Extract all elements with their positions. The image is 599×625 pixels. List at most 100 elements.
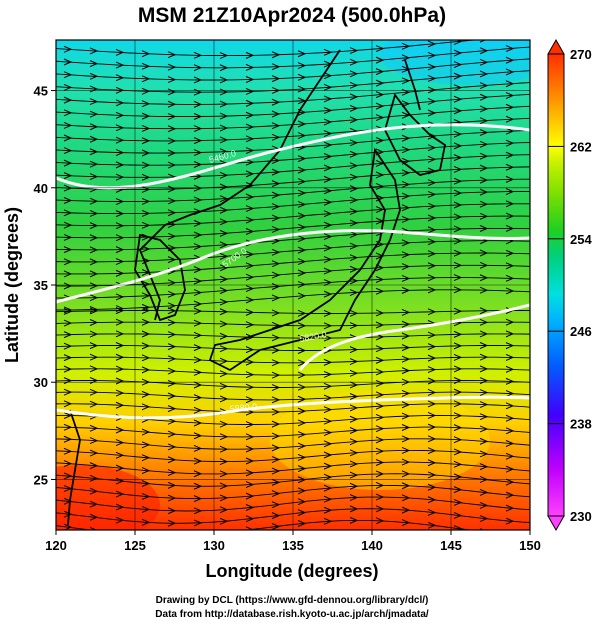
flow-arrow bbox=[427, 343, 437, 351]
credit-data: Data from http://database.rish.kyoto-u.a… bbox=[155, 609, 429, 620]
flow-arrow bbox=[141, 124, 151, 132]
y-tick-label: 25 bbox=[34, 472, 48, 487]
flow-arrow bbox=[427, 51, 437, 59]
streamline bbox=[56, 461, 530, 475]
flow-arrow bbox=[479, 93, 489, 101]
flow-arrow bbox=[167, 430, 177, 438]
flow-arrow bbox=[505, 45, 515, 53]
x-tick-label: 130 bbox=[203, 538, 225, 553]
flow-arrow bbox=[245, 321, 255, 329]
flow-arrow bbox=[89, 353, 99, 361]
flow-arrow bbox=[323, 141, 333, 149]
flow-arrow bbox=[219, 345, 229, 353]
flow-arrow bbox=[271, 294, 281, 302]
flow-arrow bbox=[219, 124, 229, 132]
flow-arrow bbox=[193, 76, 203, 84]
flow-arrow bbox=[479, 82, 489, 90]
streamline bbox=[56, 93, 530, 118]
flow-arrow bbox=[375, 276, 385, 283]
flow-arrow bbox=[271, 432, 281, 440]
flow-arrow bbox=[479, 401, 489, 408]
flow-arrow bbox=[349, 81, 359, 89]
flow-arrow bbox=[89, 307, 99, 315]
flow-arrow bbox=[89, 306, 99, 313]
flow-arrow bbox=[505, 465, 515, 473]
flow-arrow bbox=[479, 176, 489, 184]
gridlines bbox=[56, 40, 530, 530]
flow-arrow bbox=[271, 346, 281, 354]
x-tick-label: 145 bbox=[440, 538, 462, 553]
flow-arrow bbox=[297, 132, 307, 140]
flow-arrow bbox=[453, 142, 463, 150]
flow-arrow bbox=[63, 523, 73, 530]
flow-arrow bbox=[245, 228, 255, 235]
flow-arrow bbox=[297, 269, 307, 277]
flow-arrow bbox=[375, 171, 385, 179]
flow-arrow bbox=[115, 293, 125, 301]
flow-arrow bbox=[193, 319, 203, 327]
flow-arrow bbox=[115, 161, 125, 169]
flow-arrow bbox=[89, 424, 99, 432]
flow-arrow bbox=[271, 214, 281, 222]
flow-arrow bbox=[167, 456, 177, 464]
map-plot: 5460.0 5700.0 5820.0 5880.0 bbox=[55, 39, 531, 531]
flow-arrow bbox=[505, 287, 515, 295]
flow-arrow bbox=[141, 518, 151, 526]
flow-arrow bbox=[245, 147, 255, 155]
flow-arrow bbox=[349, 404, 359, 412]
streamline bbox=[56, 333, 530, 339]
flow-arrow bbox=[167, 100, 177, 108]
flow-arrow bbox=[89, 437, 99, 445]
flow-arrow bbox=[297, 395, 307, 403]
flow-arrow bbox=[219, 298, 229, 306]
colorbar-tick-label: 270 bbox=[570, 47, 592, 62]
flow-arrow bbox=[89, 222, 99, 230]
flow-arrow bbox=[427, 471, 437, 479]
flow-arrow bbox=[375, 287, 385, 295]
flow-arrow bbox=[193, 444, 203, 452]
flow-arrow bbox=[453, 448, 463, 456]
flow-arrow bbox=[219, 229, 229, 237]
flow-arrow bbox=[479, 286, 489, 294]
flow-arrow bbox=[453, 424, 463, 432]
flow-arrow bbox=[349, 482, 359, 490]
flow-arrow bbox=[479, 330, 489, 338]
flow-arrow bbox=[193, 277, 203, 285]
flow-arrow bbox=[89, 526, 98, 530]
flow-arrow bbox=[245, 111, 255, 119]
y-axis-ticks: 25 30 35 40 45 bbox=[34, 84, 56, 487]
flow-arrow bbox=[115, 389, 125, 397]
flow-arrow bbox=[271, 168, 281, 176]
flow-arrow bbox=[479, 488, 489, 496]
flow-arrow bbox=[115, 74, 125, 82]
flow-arrow bbox=[167, 519, 177, 527]
contour-label-5820: 5820.0 bbox=[299, 329, 328, 344]
flow-arrow bbox=[141, 161, 151, 169]
flow-arrow bbox=[349, 427, 359, 434]
flow-arrow bbox=[375, 459, 385, 466]
flow-arrow bbox=[271, 467, 281, 475]
flow-arrow bbox=[115, 61, 125, 69]
flow-arrow bbox=[479, 105, 489, 113]
streamline bbox=[56, 438, 530, 450]
colorbar-bottom-arrow bbox=[547, 515, 565, 532]
flow-arrow bbox=[245, 358, 255, 366]
flow-arrow bbox=[245, 383, 255, 391]
y-tick-label: 45 bbox=[34, 84, 48, 99]
flow-arrow bbox=[141, 87, 151, 95]
flow-arrow bbox=[219, 529, 222, 530]
colorbar-tick-label: 230 bbox=[570, 509, 592, 524]
flow-arrow bbox=[453, 49, 463, 57]
flow-arrow bbox=[167, 149, 177, 157]
flow-arrow bbox=[167, 443, 177, 451]
flow-arrow bbox=[167, 355, 177, 363]
flow-arrow bbox=[193, 51, 203, 59]
flow-arrow bbox=[193, 88, 203, 96]
flow-arrow bbox=[63, 282, 73, 290]
flow-arrow bbox=[375, 368, 385, 376]
flow-arrow bbox=[89, 47, 99, 55]
flow-arrow bbox=[505, 175, 515, 183]
flow-arrow bbox=[63, 447, 73, 455]
flow-arrow bbox=[115, 307, 125, 315]
colorbar-tick-label: 246 bbox=[570, 324, 592, 339]
